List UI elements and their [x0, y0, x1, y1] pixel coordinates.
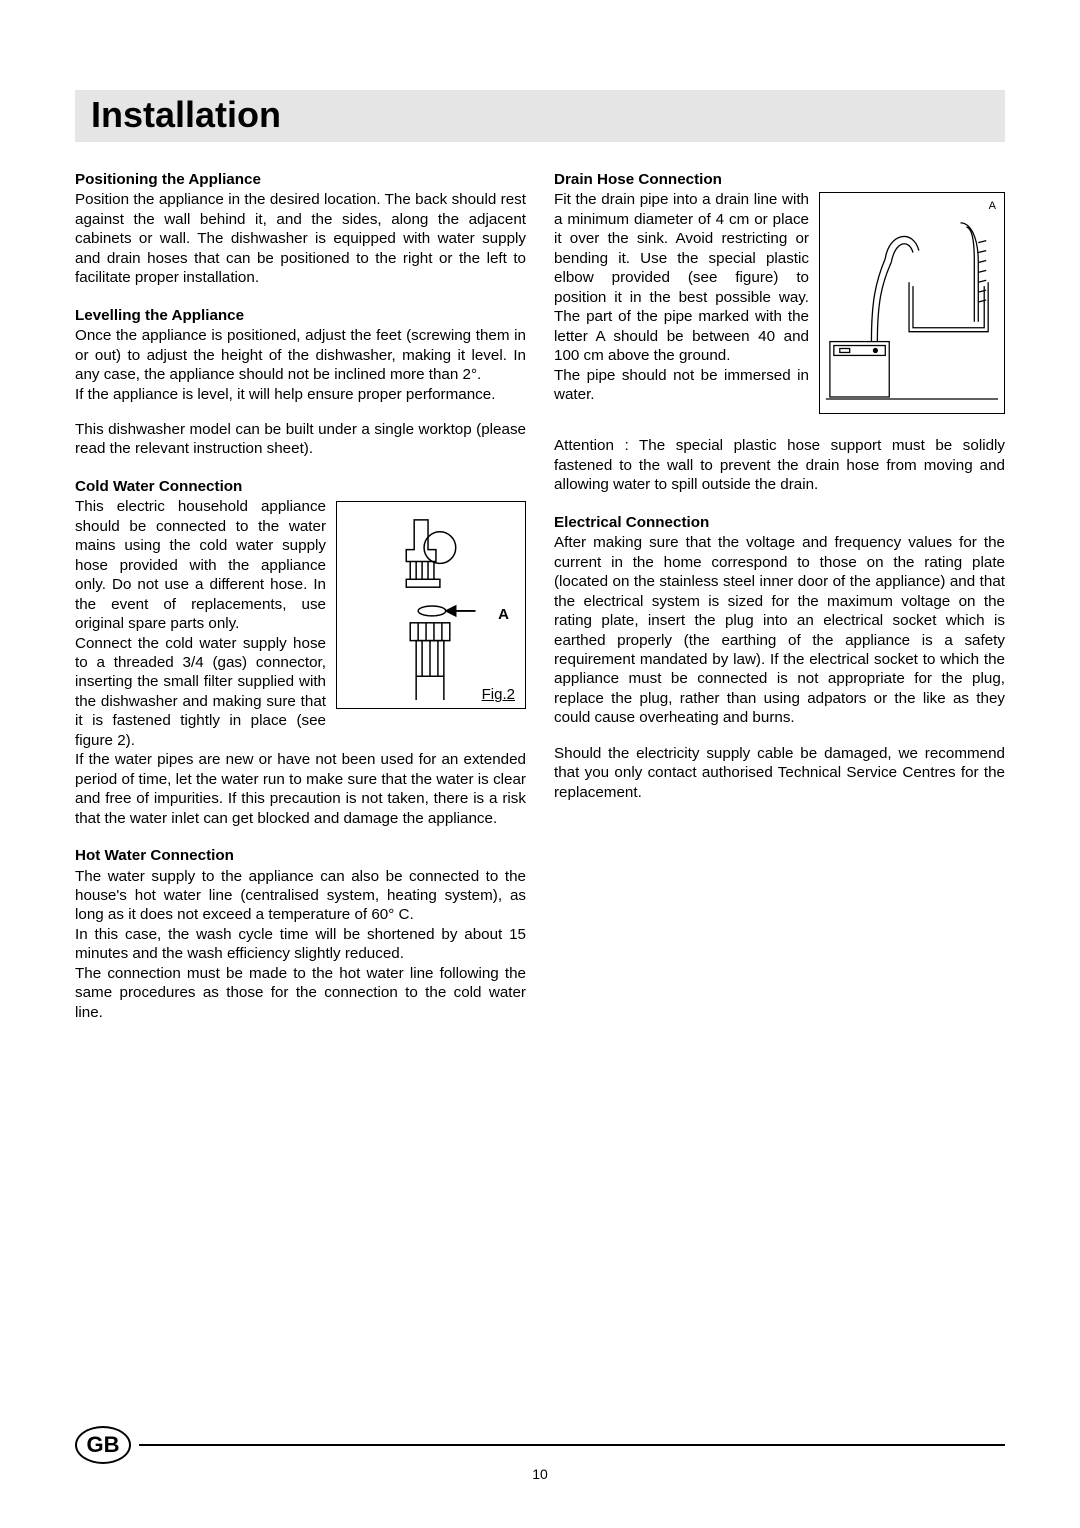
footer-rule [139, 1444, 1005, 1447]
para-hot-1: The water supply to the appliance can al… [75, 867, 526, 925]
para-hot-2: In this case, the wash cycle time will b… [75, 925, 526, 964]
heading-levelling: Levelling the Appliance [75, 306, 526, 325]
figure-drain-letter: A [989, 199, 996, 213]
figure-drain: A [819, 192, 1005, 414]
page-title: Installation [91, 94, 989, 136]
para-elec-2: Should the electricity supply cable be d… [554, 744, 1005, 802]
heading-hot-water: Hot Water Connection [75, 846, 526, 865]
heading-drain: Drain Hose Connection [554, 170, 1005, 189]
figure-2-letter: A [498, 605, 509, 624]
para-drain-3: Attention : The special plastic hose sup… [554, 436, 1005, 494]
left-column: Positioning the Appliance Position the a… [75, 170, 526, 1022]
figure-2: A Fig.2 [336, 501, 526, 709]
para-positioning: Position the appliance in the desired lo… [75, 190, 526, 287]
para-cold-3: If the water pipes are new or have not b… [75, 750, 526, 828]
heading-electrical: Electrical Connection [554, 513, 1005, 532]
right-column: Drain Hose Connection [554, 170, 1005, 1022]
para-levelling-1: Once the appliance is positioned, adjust… [75, 326, 526, 384]
heading-cold-water: Cold Water Connection [75, 477, 526, 496]
title-bar: Installation [75, 90, 1005, 142]
heading-positioning: Positioning the Appliance [75, 170, 526, 189]
para-hot-3: The connection must be made to the hot w… [75, 964, 526, 1022]
para-elec-1: After making sure that the voltage and f… [554, 533, 1005, 728]
page-number: 10 [75, 1466, 1005, 1482]
language-badge: GB [75, 1426, 131, 1464]
figure-2-label: Fig.2 [482, 685, 515, 704]
para-levelling-2: If the appliance is level, it will help … [75, 385, 526, 404]
content-columns: Positioning the Appliance Position the a… [75, 170, 1005, 1022]
para-levelling-3: This dishwasher model can be built under… [75, 420, 526, 459]
page-footer: GB 10 [75, 1426, 1005, 1482]
